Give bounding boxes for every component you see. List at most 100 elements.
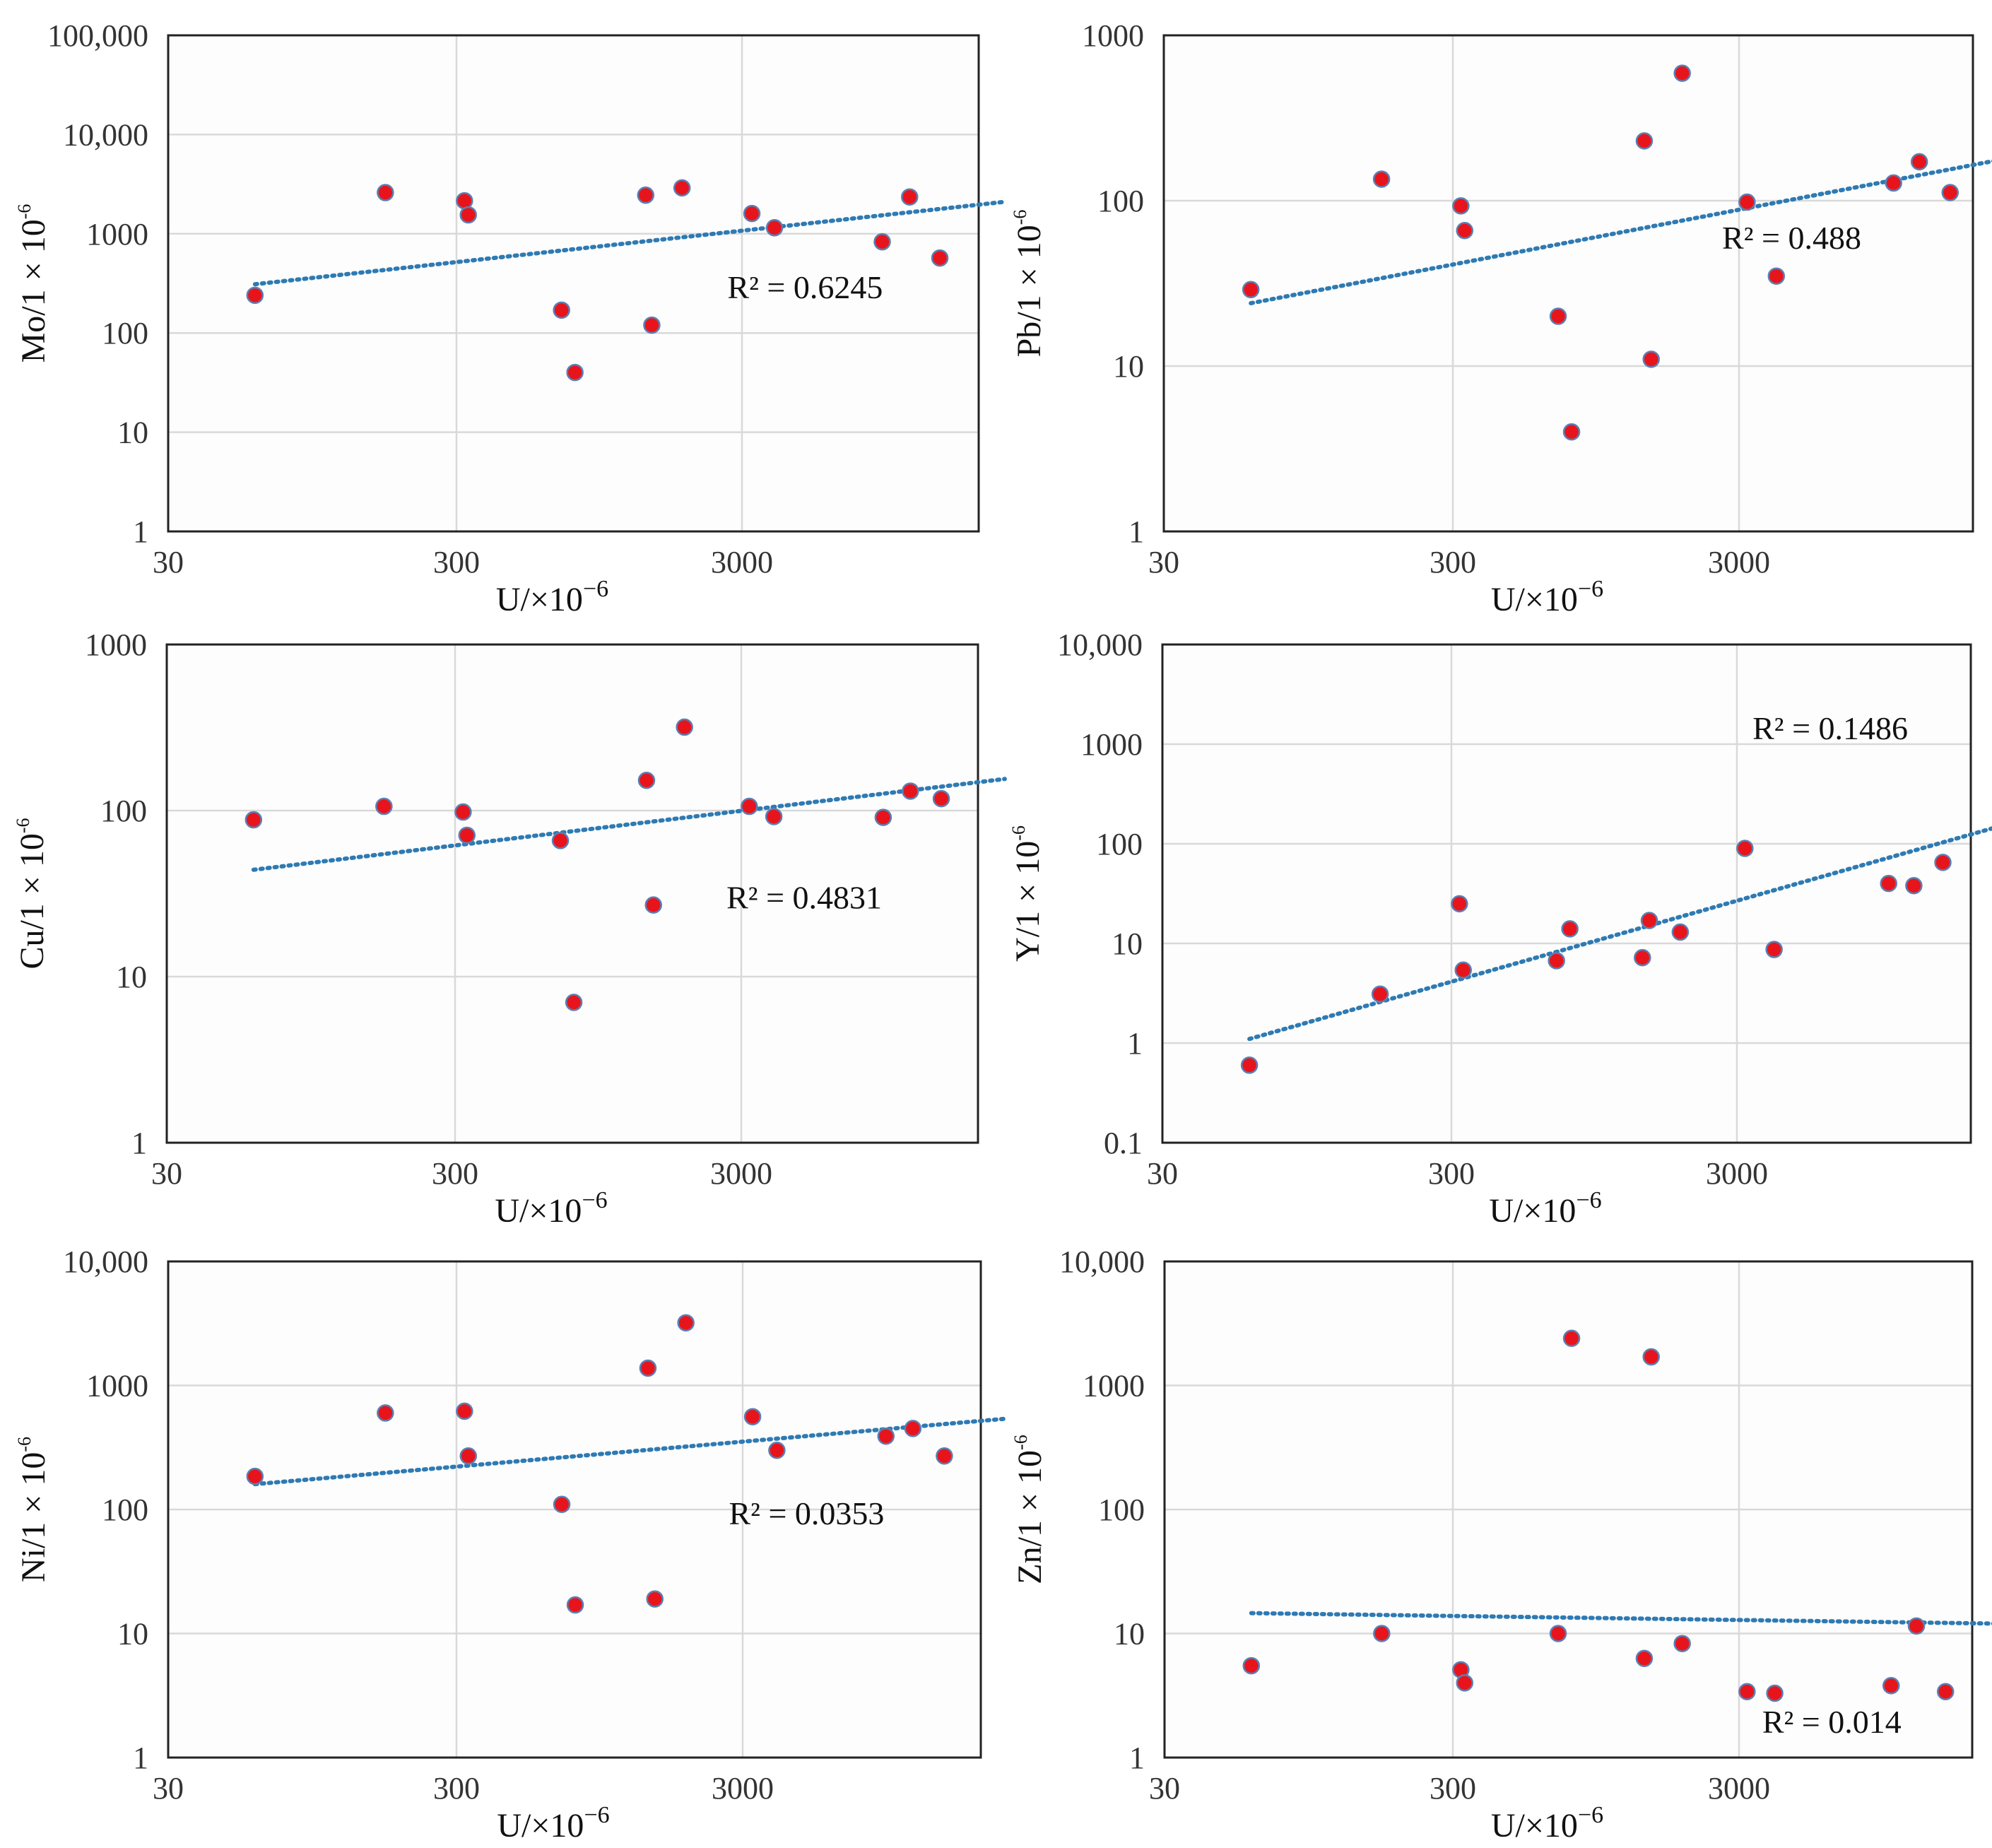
data-point: [643, 316, 661, 334]
data-point: [1242, 1656, 1261, 1675]
y-tick-label: 10,000: [1057, 628, 1143, 662]
data-point: [1673, 1635, 1691, 1652]
y-axis-title: Zn/1 × 10-6: [1010, 1435, 1049, 1584]
data-point: [1671, 923, 1690, 941]
data-point: [1936, 1683, 1955, 1700]
y-tick-label: 100: [100, 794, 147, 828]
data-point: [741, 797, 758, 816]
x-tick-label: 30: [1149, 1771, 1180, 1806]
data-point: [637, 772, 656, 789]
x-axis-title: U/×10−6: [1491, 1802, 1603, 1844]
data-point: [566, 1596, 584, 1614]
data-point: [1910, 153, 1928, 171]
data-point: [1454, 961, 1472, 979]
chart-panel-4: 0.1 1 10 100 1000 10,000 30 300 3000 U/×10−6 Y/1 ×…: [1008, 628, 1992, 1230]
data-point: [459, 1447, 478, 1465]
data-point: [1767, 267, 1786, 285]
y-tick-label: 100: [102, 316, 148, 351]
data-point: [1673, 64, 1691, 82]
y-axis-title: Cu/1 × 10-6: [13, 818, 51, 969]
x-tick-label: 3000: [712, 1771, 774, 1806]
x-axis-title: U/×10−6: [1491, 576, 1603, 618]
data-point: [1882, 1676, 1900, 1695]
x-tick-label: 30: [1147, 1156, 1178, 1191]
plot-area: [1162, 34, 1974, 533]
data-point: [244, 811, 263, 829]
data-point: [1371, 985, 1389, 1003]
data-point: [246, 286, 264, 305]
data-point: [1885, 174, 1902, 192]
chart-panel-5: 1 10 100 1000 10,000 30 300 3000 U/×10−6 Ni/1 × 1…: [14, 1244, 1008, 1844]
y-tick-label: 1: [1127, 1026, 1143, 1061]
y-tick-label: 100: [1096, 827, 1143, 861]
data-point: [1562, 423, 1581, 441]
y-tick-label: 1: [133, 514, 148, 549]
y-tick-label: 10: [1114, 1617, 1145, 1652]
y-tick-label: 10: [1112, 926, 1143, 961]
data-point: [1907, 1617, 1926, 1635]
r-squared-label: R² = 0.0353: [729, 1495, 885, 1531]
y-tick-label: 100,000: [47, 18, 148, 53]
x-tick-label: 30: [1148, 545, 1179, 579]
data-point: [677, 1314, 695, 1332]
data-point: [1642, 1348, 1660, 1366]
y-tick-label: 10: [117, 416, 148, 450]
data-point: [454, 803, 472, 821]
data-point: [1738, 193, 1756, 211]
data-point: [1934, 854, 1952, 871]
y-tick-label: 0.1: [1104, 1126, 1143, 1160]
x-tick-label: 3000: [1708, 1771, 1770, 1806]
trend-line: [1247, 826, 1992, 1042]
y-tick-label: 1000: [86, 1369, 148, 1403]
data-point: [458, 826, 476, 844]
y-tick-label: 100: [102, 1493, 148, 1527]
data-point: [673, 179, 691, 197]
data-point: [902, 782, 919, 800]
x-tick-label: 300: [433, 545, 480, 579]
x-tick-label: 3000: [1706, 1156, 1768, 1191]
data-point: [1941, 184, 1959, 201]
y-tick-label: 1000: [1080, 727, 1143, 762]
chart-panel-2: 1 10 100 1000 30 300 3000 U/×10−6 Pb/1 × 10-6 R² …: [1010, 18, 1992, 618]
data-point: [1905, 877, 1923, 895]
data-point: [874, 808, 892, 826]
data-point: [377, 184, 394, 201]
x-tick-label: 3000: [710, 1156, 772, 1191]
data-point: [877, 1428, 895, 1445]
trend-line: [251, 777, 1007, 872]
data-point: [768, 1442, 786, 1459]
trend-line: [1249, 1611, 1992, 1626]
x-tick-label: 300: [1430, 1771, 1476, 1806]
data-point: [1635, 1649, 1654, 1667]
x-tick-label: 30: [153, 545, 184, 579]
data-point: [904, 1420, 922, 1437]
y-axis-title: Mo/1 × 10-6: [14, 204, 52, 363]
x-tick-label: 300: [1430, 545, 1476, 579]
data-point: [743, 1408, 762, 1425]
y-tick-label: 1000: [1083, 1369, 1145, 1403]
x-axis-title: U/×10−6: [1489, 1187, 1601, 1230]
trend-line: [1249, 159, 1992, 306]
data-point: [565, 994, 583, 1011]
y-tick-label: 10,000: [63, 1244, 148, 1279]
y-tick-label: 1: [131, 1126, 147, 1160]
data-point: [1642, 351, 1660, 368]
data-point: [1561, 920, 1579, 938]
y-axis-title: Pb/1 × 10-6: [1010, 210, 1048, 358]
y-tick-label: 10,000: [1059, 1244, 1145, 1279]
x-tick-label: 300: [432, 1156, 478, 1191]
plot-border: [165, 643, 979, 1144]
plot-area: [1161, 643, 1972, 1144]
data-point: [901, 188, 919, 206]
data-point: [1736, 840, 1754, 857]
plot-area: [167, 34, 980, 533]
data-point: [1635, 132, 1654, 150]
chart-panel-1: 1 10 100 1000 10,000 100,000 30 300 3000 U/×10−6 M…: [14, 18, 1008, 618]
y-tick-label: 10: [116, 960, 147, 994]
y-tick-label: 100: [1097, 184, 1144, 218]
x-tick-label: 30: [153, 1771, 184, 1806]
trend-line: [252, 199, 1008, 287]
y-axis-title: Ni/1 × 10-6: [14, 1437, 52, 1582]
data-point: [765, 219, 784, 237]
